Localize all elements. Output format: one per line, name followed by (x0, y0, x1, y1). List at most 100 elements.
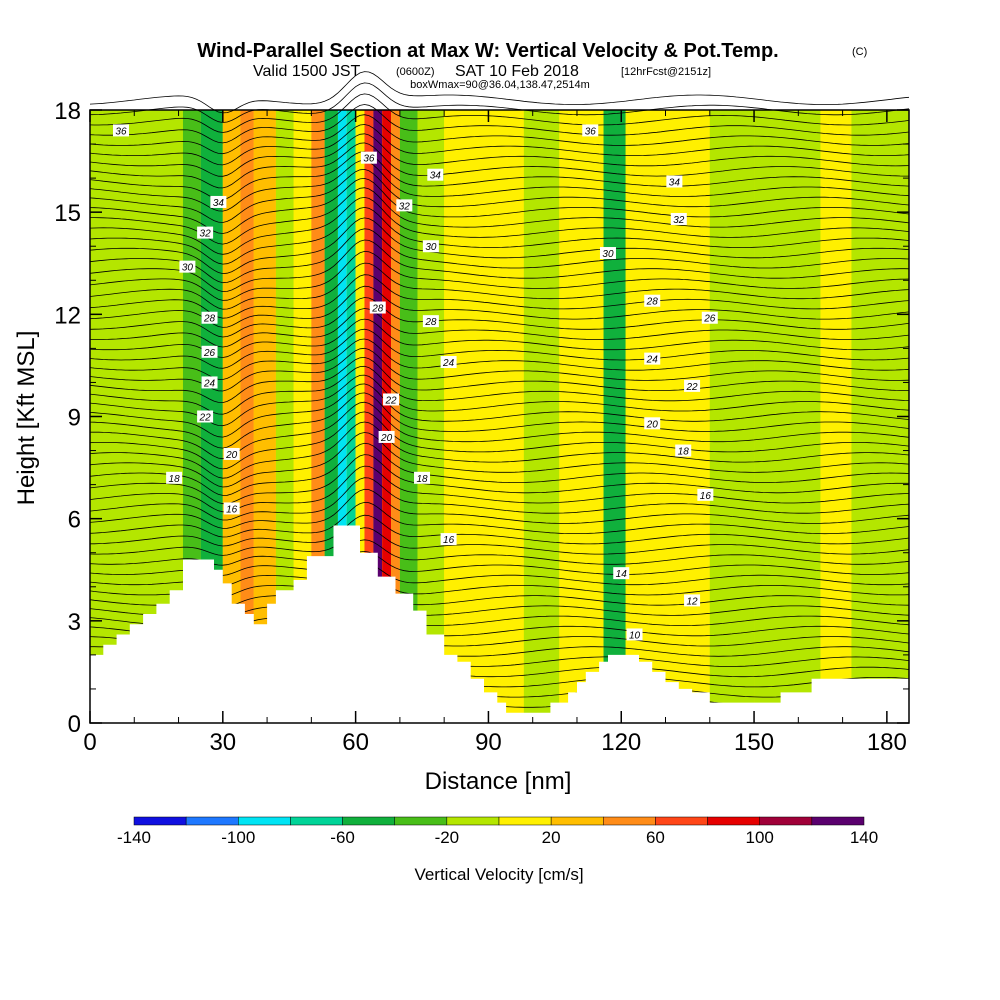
isentrope-line-27 (89, 392, 910, 449)
contour-label-text: 22 (384, 395, 397, 406)
colorbar-tick-label: -140 (117, 828, 151, 847)
contour-label-23: 22 (197, 410, 214, 424)
isentrope-line-30 (89, 365, 910, 415)
contour-label-31: 16 (223, 502, 240, 515)
isentrope-line-24 (89, 421, 910, 479)
isentrope-line-34 (89, 328, 910, 369)
velocity-band-15 (382, 110, 392, 723)
isentrope-line-22 (89, 442, 910, 496)
contour-label-30: 16 (697, 488, 714, 502)
valid-date: SAT 10 Feb 2018 (455, 63, 579, 80)
isentrope-line-50 (89, 160, 910, 212)
contour-label-13: 28 (369, 301, 386, 315)
colorbar-swatch-3 (290, 816, 343, 826)
isentrope-line-19 (89, 477, 910, 521)
contour-label-bg (112, 124, 129, 137)
contour-label-text: 28 (203, 314, 216, 325)
x-axis-label: Distance [nm] (425, 768, 572, 795)
isentrope-line-54 (89, 124, 910, 166)
isentrope-line-16 (90, 514, 910, 547)
contour-label-bg (414, 471, 431, 484)
y-tick-label: 9 (68, 405, 81, 432)
contour-label-26: 20 (223, 447, 240, 461)
isentrope-line-25 (89, 411, 910, 470)
contour-label-text: 30 (182, 263, 194, 274)
contour-label-bg (369, 301, 386, 314)
contour-label-text: 34 (669, 178, 681, 189)
contour-label-bg (440, 533, 457, 546)
colorbar-swatch-2 (238, 816, 291, 826)
colorbar-tick-label: 60 (646, 828, 665, 847)
isentrope-line-18 (89, 488, 910, 529)
contour-label-32: 16 (440, 533, 457, 546)
colorbar-swatch-10 (655, 816, 708, 826)
colorbar-tick-label: 100 (746, 828, 774, 847)
isentrope-line-43 (89, 228, 910, 284)
contour-label-bg (440, 356, 457, 369)
contour-label-5: 34 (210, 195, 227, 209)
contour-label-text: 22 (686, 382, 699, 393)
contour-label-text: 30 (602, 249, 614, 260)
contour-label-bg (701, 311, 718, 324)
contour-label-bg (166, 471, 183, 484)
contour-label-text: 30 (425, 242, 437, 253)
colorbar-swatch-0 (133, 816, 187, 826)
contour-label-bg (644, 352, 661, 365)
x-tick-label: 30 (209, 729, 236, 756)
contour-label-7: 32 (670, 212, 687, 226)
contour-label-text: 26 (703, 314, 716, 325)
contour-label-bg (684, 379, 701, 392)
contour-label-text: 36 (115, 126, 127, 137)
contour-label-27: 18 (675, 444, 692, 458)
contour-label-text: 34 (430, 171, 442, 182)
box-wmax-info: boxWmax=90@36.04,138.47,2514m (410, 79, 590, 91)
contour-label-bg (201, 376, 218, 389)
isentrope-line-32 (89, 347, 910, 392)
colorbar-tick-label: 140 (850, 828, 878, 847)
contour-label-bg (644, 417, 661, 430)
contour-label-12: 28 (644, 294, 661, 308)
contour-label-bg (360, 151, 377, 164)
contour-label-bg (599, 247, 616, 260)
contour-label-text: 20 (380, 433, 393, 444)
contour-label-29: 18 (166, 471, 183, 485)
isentrope-line-14 (89, 539, 910, 566)
isentrope-line-37 (89, 297, 910, 338)
isentrope-line-53 (89, 133, 910, 177)
colorbar-swatch-1 (185, 816, 239, 826)
contour-label-bg (675, 444, 692, 457)
velocity-band-6 (275, 110, 294, 723)
contour-label-text: 18 (416, 474, 428, 485)
contour-label-text: 14 (616, 569, 628, 580)
contour-label-text: 18 (678, 447, 690, 458)
y-tick-label: 3 (68, 609, 81, 636)
velocity-band-11 (346, 110, 356, 723)
velocity-band-3 (222, 110, 241, 723)
isentrope-line-15 (89, 527, 910, 556)
colorbar-title: Vertical Velocity [cm/s] (414, 865, 583, 884)
isentrope-line-51 (89, 151, 910, 201)
contour-label-28: 18 (414, 471, 431, 485)
contour-label-text: 10 (629, 630, 641, 641)
colorbar-tick-label: 20 (542, 828, 561, 847)
isentrope-line-40 (89, 262, 910, 310)
contour-label-bg (197, 226, 214, 239)
isentrope-line-56 (89, 104, 910, 144)
contour-label-text: 16 (226, 504, 238, 515)
isentrope-line-48 (89, 177, 910, 234)
isentrope-line-23 (89, 432, 910, 488)
contour-label-bg (179, 260, 196, 273)
contour-label-25: 20 (378, 430, 395, 444)
colorbar-swatch-7 (498, 816, 552, 826)
velocity-band-22 (603, 110, 626, 723)
velocity-band-25 (754, 110, 821, 723)
velocity-band-16 (391, 110, 400, 723)
contour-label-bg (210, 195, 227, 208)
x-tick-label: 0 (83, 729, 96, 756)
y-tick-label: 6 (68, 507, 81, 534)
colorbar-tick-label: -20 (435, 828, 460, 847)
plot-area: 36 36 36 34 34 34 32 32 32 30 30 30 28 28 28 28 26 26 24 24… (89, 71, 910, 723)
isentrope-line-41 (89, 250, 910, 301)
velocity-band-4 (240, 110, 254, 723)
